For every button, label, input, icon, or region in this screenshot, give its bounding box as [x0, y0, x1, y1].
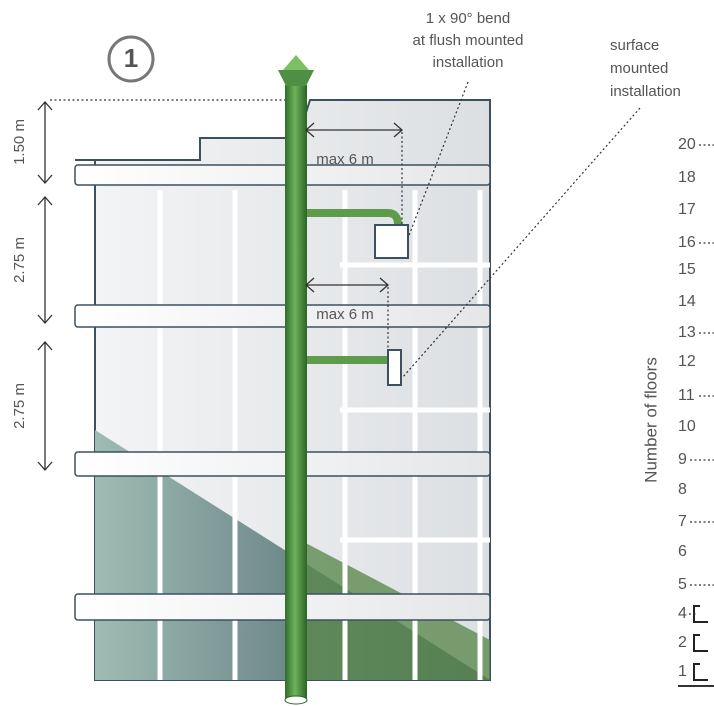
annotation-line: surface — [610, 37, 659, 54]
distance-arrows — [305, 122, 403, 293]
floor-number: 14 — [678, 293, 696, 310]
dimension-arrows — [37, 101, 53, 471]
annotation-line: at flush mounted — [413, 32, 524, 49]
badge: 1 — [124, 43, 138, 73]
callout-line — [401, 107, 641, 379]
floor-number: 16 — [678, 234, 696, 251]
dimension-label: 1.50 m — [11, 119, 28, 165]
axis-title: Number of floors — [641, 357, 660, 483]
floor-number: 13 — [678, 324, 696, 341]
floor-number: 20 — [678, 136, 696, 153]
floor-number: 4 — [678, 605, 687, 622]
badge-circle — [107, 35, 155, 83]
floor-number: 5 — [678, 576, 687, 593]
dimension-label: 2.75 m — [11, 383, 28, 429]
callout-line — [407, 81, 469, 239]
floor-number: 10 — [678, 418, 696, 435]
annotations: 1 x 90° bend at flush mounted installation… — [413, 10, 681, 100]
floor-axis: 20 18 17 16 15 14 13 12 11 10 9 8 7 6 5 4 2 1 — [678, 136, 714, 681]
floor-number: 11 — [678, 387, 695, 404]
floor-number: 9 — [678, 451, 687, 468]
annotation-line: 1 x 90° bend — [426, 10, 510, 27]
floor-number: 1 — [678, 663, 687, 680]
floor-number: 15 — [678, 261, 696, 278]
floor-bracket — [693, 605, 708, 623]
building — [74, 99, 491, 681]
floor-number: 8 — [678, 481, 687, 498]
annotation-line: mounted — [610, 60, 668, 77]
distance-label: max 6 m — [316, 151, 374, 168]
floor-number: 12 — [678, 353, 696, 370]
pipe — [278, 55, 314, 705]
annotation-line: installation — [433, 54, 504, 71]
floor-number: 2 — [678, 634, 687, 651]
floor-bracket — [693, 634, 708, 652]
floor-bracket — [693, 663, 708, 681]
branch-pipes — [300, 209, 409, 386]
floor-number: 7 — [678, 513, 687, 530]
floor-number: 6 — [678, 543, 687, 560]
floor-number: 18 — [678, 169, 696, 186]
distance-label: max 6 m — [316, 306, 374, 323]
annotation-line: installation — [610, 83, 681, 100]
floor-number: 17 — [678, 201, 696, 218]
dimension-label: 2.75 m — [11, 237, 28, 283]
